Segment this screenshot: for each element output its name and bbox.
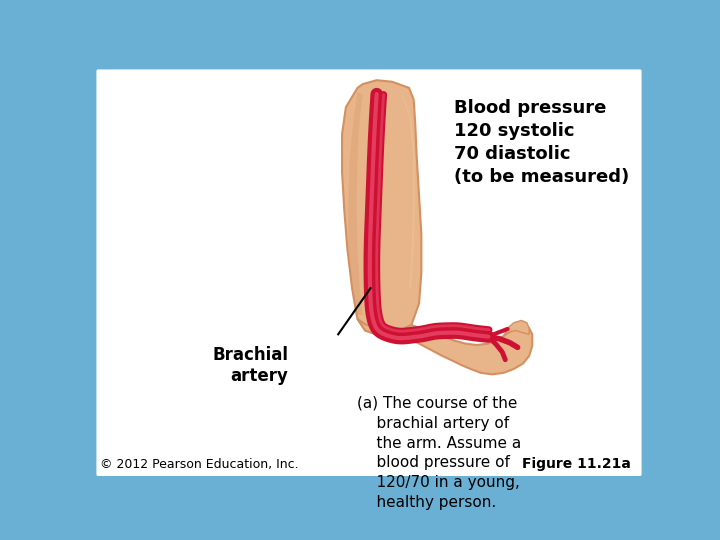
Text: Figure 11.21a: Figure 11.21a — [522, 457, 631, 470]
Polygon shape — [342, 80, 421, 336]
Polygon shape — [348, 92, 363, 315]
Text: (a) The course of the
    brachial artery of
    the arm. Assume a
    blood pre: (a) The course of the brachial artery of… — [357, 396, 522, 510]
Text: © 2012 Pearson Education, Inc.: © 2012 Pearson Education, Inc. — [99, 457, 298, 470]
FancyBboxPatch shape — [96, 70, 642, 476]
Text: Brachial
artery: Brachial artery — [212, 346, 288, 384]
Polygon shape — [504, 320, 529, 336]
Text: Blood pressure
120 systolic
70 diastolic
(to be measured): Blood pressure 120 systolic 70 diastolic… — [454, 99, 629, 186]
Polygon shape — [402, 96, 415, 288]
Polygon shape — [357, 319, 532, 374]
